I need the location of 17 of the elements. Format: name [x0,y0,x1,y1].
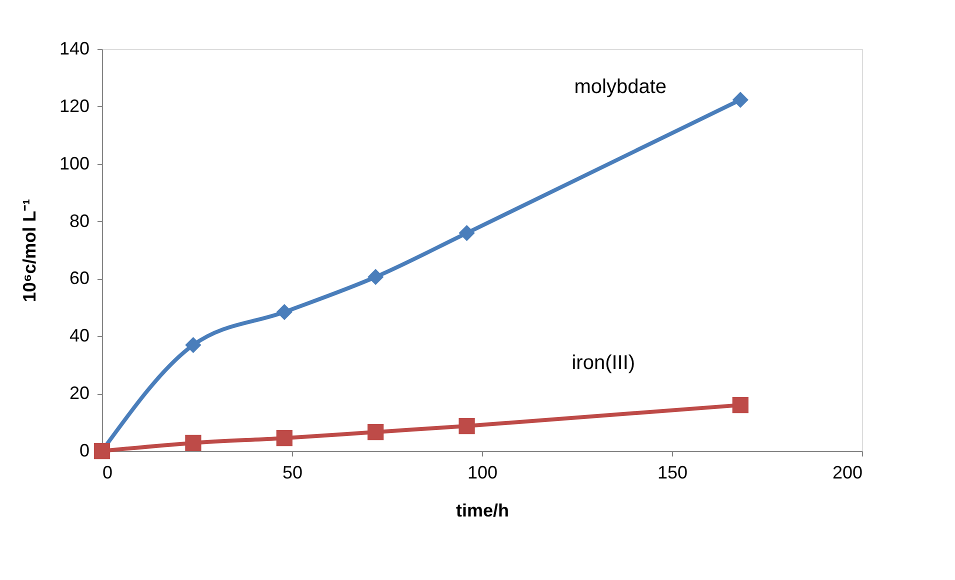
series-label: molybdate [574,76,667,98]
x-tick-label: 50 [282,462,303,482]
x-tick-label: 200 [832,462,862,482]
y-tick-label: 20 [69,383,90,404]
y-tick-label: 140 [59,38,90,58]
series-label: iron(III) [572,352,636,374]
x-tick-label: 0 [102,462,113,482]
y-tick-label: 120 [59,96,90,116]
y-tick-label: 40 [69,326,90,346]
y-tick-label: 100 [59,153,90,174]
y-tick-label: 60 [69,268,90,288]
x-axis-title: time/h [456,500,510,520]
x-tick-label: 150 [657,462,688,482]
y-tick-label: 0 [79,440,90,460]
y-axis-title: 10⁶c/mol L⁻¹ [19,198,40,302]
y-tick-label: 80 [69,210,90,231]
x-tick-label: 100 [467,462,498,482]
